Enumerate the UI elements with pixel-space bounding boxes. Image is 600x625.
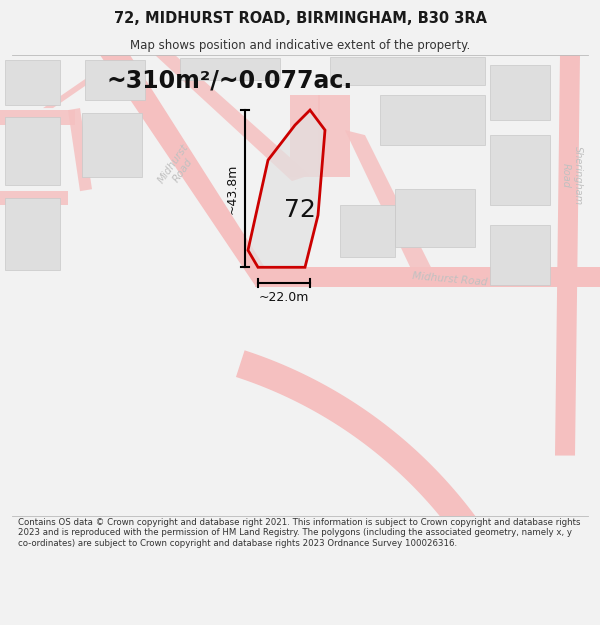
Text: Midhurst Road: Midhurst Road [412, 271, 488, 288]
Polygon shape [345, 130, 435, 278]
Bar [490, 225, 550, 285]
Text: ~22.0m: ~22.0m [259, 291, 309, 304]
Bar [330, 57, 485, 85]
Polygon shape [255, 268, 600, 288]
Polygon shape [318, 95, 350, 177]
Bar [180, 58, 280, 80]
Bar [380, 95, 485, 145]
Polygon shape [248, 110, 325, 268]
Bar [395, 189, 475, 248]
Polygon shape [43, 55, 130, 108]
Bar [490, 65, 550, 120]
Bar [82, 113, 142, 177]
Polygon shape [0, 110, 75, 125]
Polygon shape [68, 108, 92, 191]
Polygon shape [100, 55, 270, 285]
Bar [490, 135, 550, 205]
Bar [5, 60, 60, 105]
Text: ~310m²/~0.077ac.: ~310m²/~0.077ac. [107, 68, 353, 92]
Bar [5, 117, 60, 185]
Text: 72, MIDHURST ROAD, BIRMINGHAM, B30 3RA: 72, MIDHURST ROAD, BIRMINGHAM, B30 3RA [113, 11, 487, 26]
Text: Contains OS data © Crown copyright and database right 2021. This information is : Contains OS data © Crown copyright and d… [18, 518, 581, 548]
Polygon shape [236, 350, 513, 589]
Text: Map shows position and indicative extent of the property.: Map shows position and indicative extent… [130, 39, 470, 51]
Polygon shape [290, 95, 320, 177]
Bar [5, 198, 60, 270]
Polygon shape [555, 55, 580, 456]
Text: ~43.8m: ~43.8m [226, 164, 239, 214]
Bar [340, 205, 395, 258]
Polygon shape [0, 191, 68, 205]
Polygon shape [155, 55, 310, 181]
Text: Sheringham
Road: Sheringham Road [561, 146, 583, 205]
Text: Midhurst
Road: Midhurst Road [156, 142, 200, 192]
Text: 72: 72 [284, 198, 316, 222]
Bar [85, 60, 145, 100]
